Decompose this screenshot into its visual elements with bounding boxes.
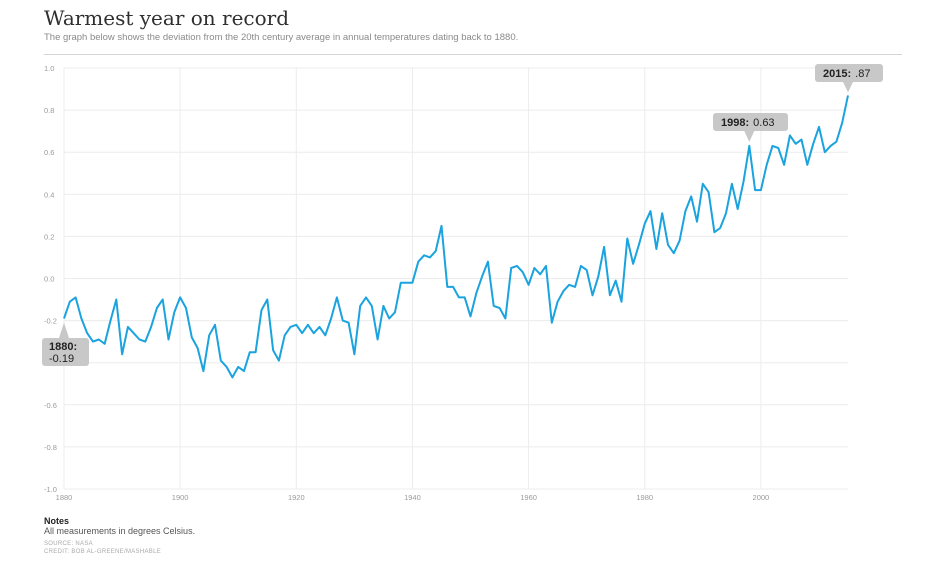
callout-value: .87: [855, 68, 870, 80]
notes-heading: Notes: [44, 516, 70, 526]
callout-year: 2015:: [823, 68, 851, 80]
x-tick-label: 1880: [56, 493, 73, 502]
y-tick-label: 0.0: [44, 275, 54, 284]
y-tick-label: -0.6: [44, 401, 57, 410]
y-tick-label: 1.0: [44, 64, 54, 73]
y-tick-label: 0.2: [44, 232, 54, 241]
callout-box: [815, 64, 883, 82]
x-tick-label: 1940: [404, 493, 421, 502]
x-tick-label: 1920: [288, 493, 305, 502]
callout-pointer: [843, 82, 853, 93]
chart-subtitle: The graph below shows the deviation from…: [44, 32, 519, 43]
callout-box: [713, 113, 788, 131]
credit-text: CREDIT: BOB AL-GREENE/MASHABLE: [44, 549, 162, 555]
callout-pointer: [59, 322, 69, 338]
callout-year: 1880:: [49, 341, 77, 353]
chart-title: Warmest year on record: [44, 6, 290, 30]
x-tick-label: 2000: [753, 493, 770, 502]
y-tick-label: -1.0: [44, 485, 57, 494]
callout-pointer: [744, 131, 755, 142]
callout-value: -0.19: [49, 353, 74, 365]
x-tick-label: 1980: [636, 493, 653, 502]
notes-text: All measurements in degrees Celsius.: [44, 526, 196, 536]
y-tick-label: 0.6: [44, 148, 54, 157]
y-tick-label: -0.8: [44, 443, 57, 452]
y-tick-label: 0.4: [44, 190, 54, 199]
source-text: SOURCE: NASA: [44, 541, 93, 547]
x-tick-label: 1900: [172, 493, 189, 502]
line-chart: 1.00.80.60.40.20.0-0.2-0.4-0.6-0.8-1.018…: [42, 64, 883, 502]
y-tick-label: -0.2: [44, 317, 57, 326]
temperature-series-line: [63, 95, 849, 379]
y-tick-label: 0.8: [44, 106, 54, 115]
callout-value: 0.63: [753, 117, 774, 129]
callout-year: 1998:: [721, 117, 749, 129]
callout-box: [42, 338, 89, 366]
x-tick-label: 1960: [520, 493, 537, 502]
header-divider: [44, 54, 902, 55]
